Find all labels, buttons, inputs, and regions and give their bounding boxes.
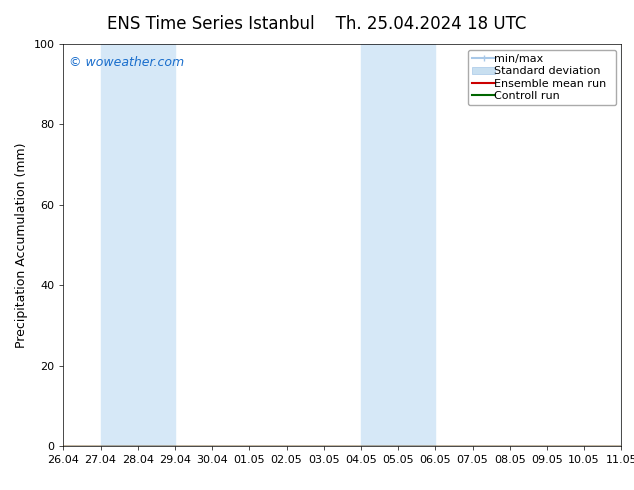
Bar: [621, 44, 634, 446]
Y-axis label: Precipitation Accumulation (mm): Precipitation Accumulation (mm): [15, 142, 28, 348]
Bar: [101, 44, 175, 446]
Text: © woweather.com: © woweather.com: [69, 56, 184, 69]
Text: ENS Time Series Istanbul    Th. 25.04.2024 18 UTC: ENS Time Series Istanbul Th. 25.04.2024 …: [107, 15, 527, 33]
Bar: [361, 44, 436, 446]
Legend: min/max, Standard deviation, Ensemble mean run, Controll run: min/max, Standard deviation, Ensemble me…: [468, 49, 616, 105]
